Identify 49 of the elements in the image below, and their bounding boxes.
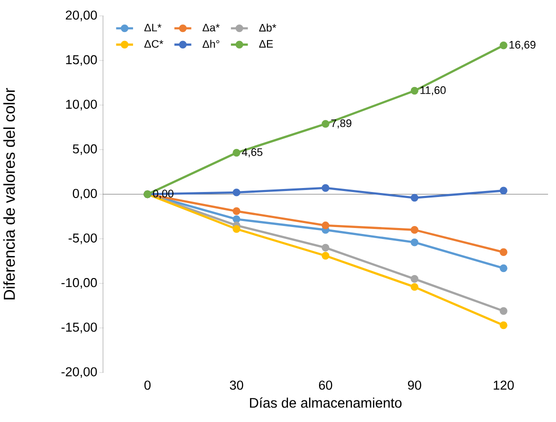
point — [500, 186, 508, 194]
point — [322, 244, 330, 252]
y-tick-label: 5,00 — [72, 144, 97, 155]
point — [500, 321, 508, 330]
y-tick-label: 0,00 — [72, 188, 97, 200]
y-tick-label: -20,00 — [61, 367, 97, 378]
point — [410, 282, 418, 291]
data-label: 4,65 — [242, 148, 262, 158]
y-tick-label: -10,00 — [61, 278, 97, 289]
point — [410, 226, 418, 234]
legend-label: Δb* — [259, 24, 276, 32]
x-tick-label: 0 — [144, 380, 151, 390]
data-label: 0,00 — [153, 190, 174, 199]
point — [322, 184, 330, 192]
y-tick-label: 15,00 — [66, 55, 97, 66]
legend-label: ΔE — [259, 40, 273, 48]
point — [232, 215, 240, 223]
point — [410, 194, 418, 202]
x-tick-label: 120 — [494, 380, 514, 390]
y-tick-label: 10,00 — [66, 100, 97, 110]
point — [232, 188, 240, 196]
legend-label: ΔL* — [144, 24, 162, 32]
point — [410, 274, 418, 283]
point — [410, 238, 418, 246]
point — [500, 307, 508, 315]
legend-label: ΔC* — [144, 40, 164, 48]
data-label: 7,89 — [331, 119, 352, 128]
point — [410, 86, 418, 95]
point — [232, 148, 240, 157]
point — [322, 221, 330, 230]
x-tick-label: 30 — [230, 380, 244, 390]
data-label: 16,69 — [510, 40, 536, 50]
point — [322, 120, 330, 128]
y-axis-title: Diferencia de valores del color — [3, 88, 15, 300]
point — [500, 264, 508, 272]
data-label: 11,60 — [420, 86, 446, 96]
y-tick-label: -5,00 — [68, 233, 97, 244]
point — [500, 248, 508, 256]
x-tick-label: 60 — [319, 380, 332, 390]
point — [500, 41, 508, 50]
x-axis-title: Días de almacenamiento — [250, 397, 402, 408]
y-tick-label: -15,00 — [61, 322, 97, 334]
point — [232, 207, 240, 215]
legend-label: Δh° — [202, 40, 220, 48]
legend-label: Δa* — [202, 24, 220, 32]
y-tick-label: 20,00 — [66, 10, 97, 22]
point — [232, 225, 240, 233]
point — [322, 252, 330, 260]
x-tick-label: 90 — [408, 380, 422, 390]
